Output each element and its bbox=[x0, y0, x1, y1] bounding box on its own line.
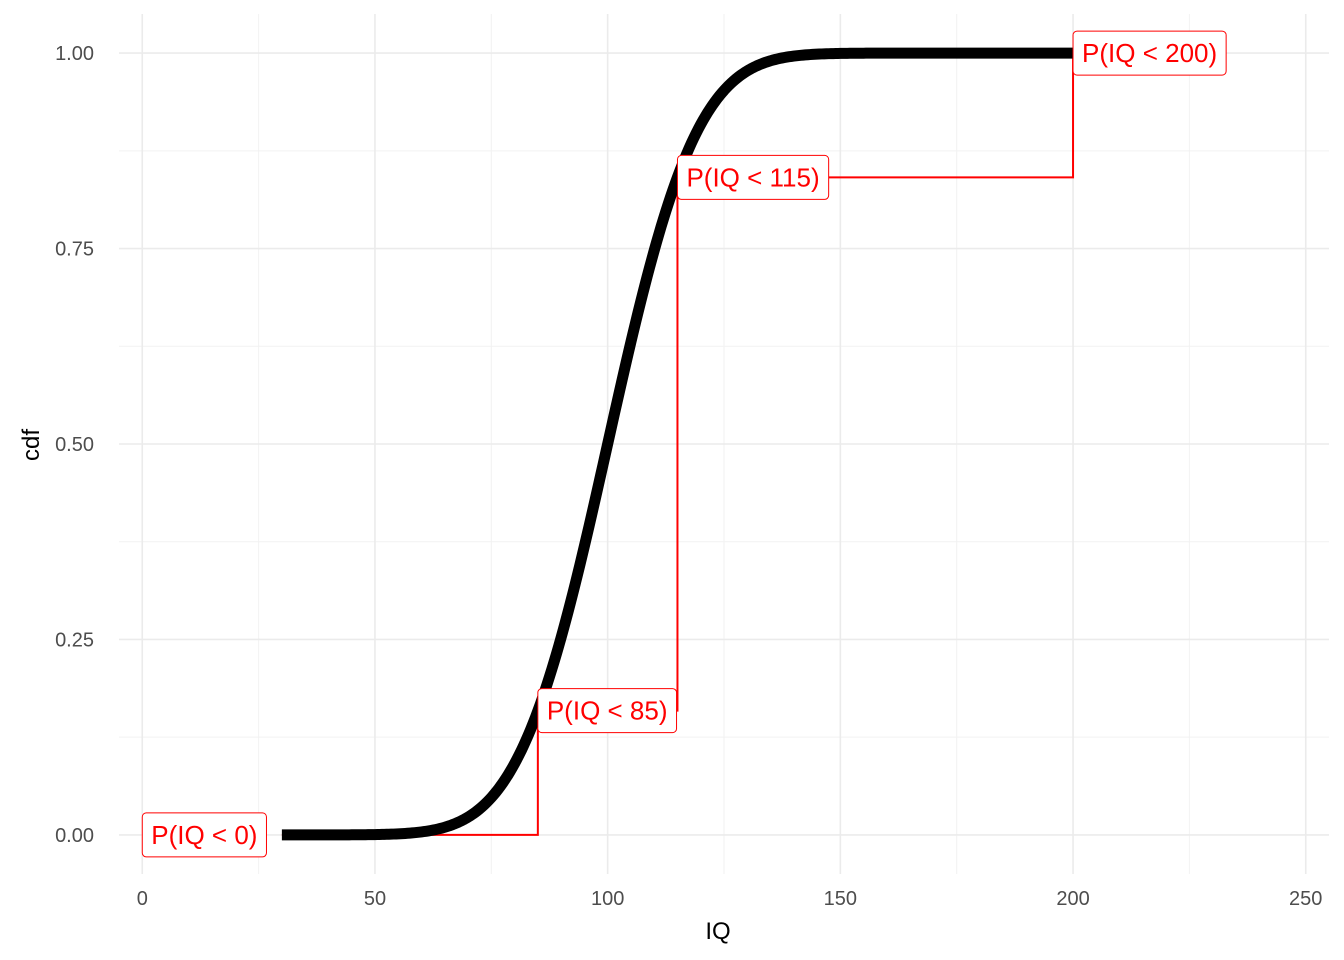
annotation-label-box bbox=[676, 154, 830, 200]
x-tick-label: 0 bbox=[137, 888, 148, 910]
annotation-label: P(IQ < 85) bbox=[537, 688, 678, 734]
x-tick-label: 50 bbox=[364, 888, 386, 910]
annotation-label: P(IQ < 115) bbox=[676, 154, 830, 200]
annotation-label: P(IQ < 0) bbox=[141, 812, 267, 858]
annotation-step-lines bbox=[281, 53, 1075, 836]
x-tick-label: 250 bbox=[1289, 888, 1322, 910]
y-tick-label: 0.75 bbox=[55, 239, 94, 261]
x-axis-tick-labels: 0 50 100 150 200 250 bbox=[137, 888, 1323, 910]
annotation-label-text: P(IQ < 85) bbox=[547, 696, 668, 726]
x-tick-label: 100 bbox=[591, 888, 624, 910]
x-tick-label: 200 bbox=[1056, 888, 1089, 910]
y-axis-tick-labels: 0.00 0.25 0.50 0.75 1.00 bbox=[55, 43, 94, 847]
major-grid bbox=[119, 14, 1329, 874]
annotation-labels: P(IQ < 0) P(IQ < 85) P(IQ < 115) P(IQ < 200… bbox=[141, 30, 1227, 858]
y-tick-label: 0.25 bbox=[55, 629, 94, 651]
y-axis-title: cdf bbox=[18, 429, 45, 461]
x-axis-title: IQ bbox=[705, 918, 730, 945]
annotation-label-box bbox=[141, 812, 267, 858]
annotation-label-text: P(IQ < 0) bbox=[151, 820, 257, 850]
x-tick-label: 150 bbox=[824, 888, 857, 910]
y-tick-label: 1.00 bbox=[55, 43, 94, 65]
annotation-step-line bbox=[281, 53, 1075, 836]
annotation-label: P(IQ < 200) bbox=[1072, 30, 1227, 76]
annotation-label-text: P(IQ < 200) bbox=[1082, 38, 1217, 68]
annotation-label-text: P(IQ < 115) bbox=[686, 162, 819, 192]
annotation-label-box bbox=[1072, 30, 1227, 76]
annotation-label-box bbox=[537, 688, 678, 734]
y-tick-label: 0.00 bbox=[55, 825, 94, 847]
y-tick-label: 0.50 bbox=[55, 434, 94, 456]
